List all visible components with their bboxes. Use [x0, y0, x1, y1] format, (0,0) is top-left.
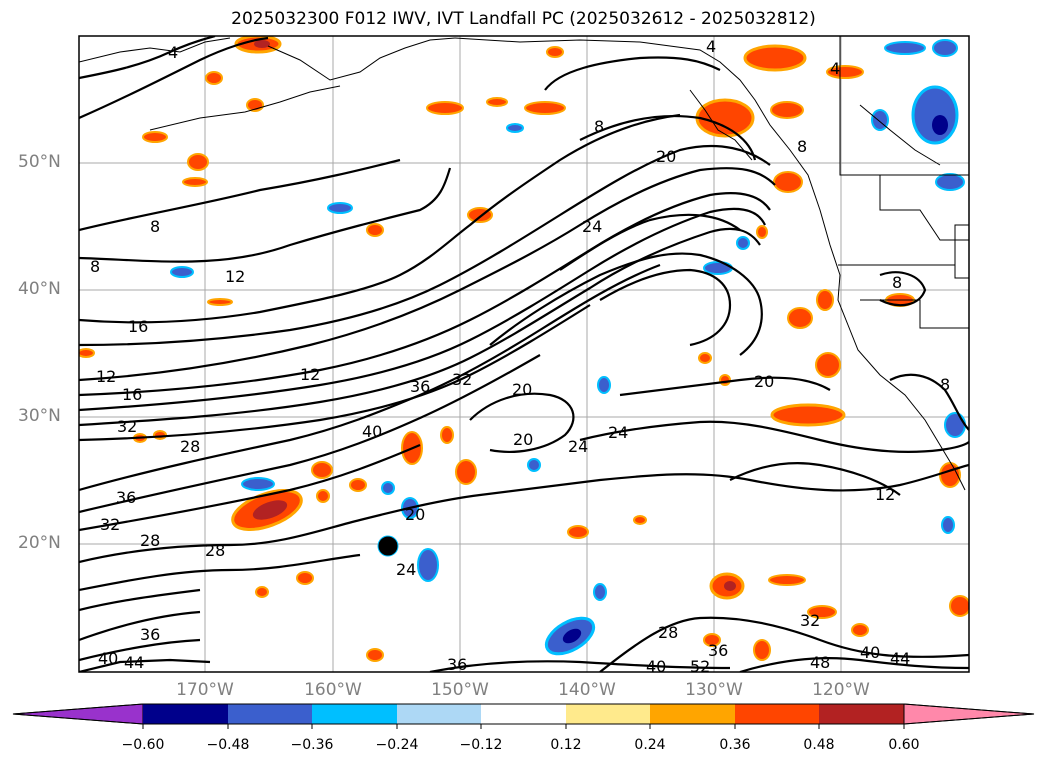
- colorbar-tick-label: 0.12: [550, 737, 582, 753]
- contour-label: 32: [100, 515, 120, 534]
- contour-label: 40: [362, 422, 382, 441]
- lon-label-160w: 160°W: [304, 680, 362, 700]
- landfall-pc-shading: [79, 36, 969, 662]
- iwv-contours: [79, 36, 969, 672]
- coastlines: [79, 36, 969, 491]
- contour-label: 20: [754, 372, 774, 391]
- colorbar-bin: [481, 704, 566, 724]
- contour-label: 28: [180, 437, 200, 456]
- map-plot-area: 4 4 4 8 8 8 8 8 8 12 12 12 12 16 16 20 2…: [79, 36, 969, 676]
- contour-label: 52: [690, 657, 710, 676]
- contour-label: 32: [117, 417, 137, 436]
- colorbar-tick-label: −0.60: [121, 737, 165, 753]
- contour-label: 4: [168, 43, 178, 62]
- contour-label: 24: [582, 217, 602, 236]
- contour-label: 12: [875, 485, 895, 504]
- lon-label-170w: 170°W: [176, 680, 234, 700]
- contour-label: 36: [410, 377, 430, 396]
- contour-label: 16: [122, 385, 142, 404]
- lon-label-120w: 120°W: [812, 680, 870, 700]
- contour-label: 28: [205, 541, 225, 560]
- contour-label: 20: [513, 430, 533, 449]
- contour-label: 12: [300, 365, 320, 384]
- contour-label: 8: [797, 137, 807, 156]
- contour-label: 8: [150, 217, 160, 236]
- contour-label: 36: [116, 488, 136, 507]
- contour-label: 4: [830, 59, 840, 78]
- contour-label: 24: [396, 560, 416, 579]
- lon-label-140w: 140°W: [558, 680, 616, 700]
- lat-label-30n: 30°N: [18, 406, 61, 426]
- lat-label-50n: 50°N: [18, 152, 61, 172]
- colorbar-tick-label: −0.48: [206, 737, 250, 753]
- contour-label: 40: [646, 657, 666, 676]
- map-title: 2025032300 F012 IWV, IVT Landfall PC (20…: [231, 9, 816, 29]
- contour-labels: 4 4 4 8 8 8 8 8 8 12 12 12 12 16 16 20 2…: [90, 37, 950, 676]
- contour-label: 36: [140, 625, 160, 644]
- colorbar-bin: [566, 704, 650, 724]
- contour-label: 32: [452, 370, 472, 389]
- contour-label: 20: [656, 147, 676, 166]
- colorbar: [12, 703, 1035, 729]
- contour-label: 28: [140, 531, 160, 550]
- lon-label-130w: 130°W: [685, 680, 743, 700]
- colorbar-bin: [312, 704, 397, 724]
- colorbar-bin: [650, 704, 735, 724]
- contour-label: 12: [96, 367, 116, 386]
- colorbar-extend-high: [903, 703, 1035, 725]
- colorbar-bin: [228, 704, 312, 724]
- contour-label: 16: [128, 317, 148, 336]
- contour-label: 36: [447, 655, 467, 674]
- contour-label: 40: [98, 649, 118, 668]
- contour-label: 44: [890, 649, 910, 668]
- colorbar-bin: [735, 704, 819, 724]
- lat-label-40n: 40°N: [18, 279, 61, 299]
- contour-label: 24: [608, 423, 628, 442]
- contour-label: 32: [800, 611, 820, 630]
- colorbar-extend-low: [12, 703, 144, 725]
- contour-label: 36: [708, 641, 728, 660]
- colorbar-bin: [397, 704, 481, 724]
- colorbar-tick-label: 0.60: [888, 737, 920, 753]
- contour-label: 40: [860, 643, 880, 662]
- contour-label: 24: [568, 437, 588, 456]
- lon-label-150w: 150°W: [431, 680, 489, 700]
- contour-label: 44: [124, 653, 144, 672]
- lat-label-20n: 20°N: [18, 533, 61, 553]
- colorbar-bin: [819, 704, 904, 724]
- colorbar-tick-label: −0.36: [290, 737, 334, 753]
- contour-label: 12: [225, 267, 245, 286]
- colorbar-tick-label: −0.12: [459, 737, 503, 753]
- colorbar-tick-label: 0.48: [803, 737, 835, 753]
- colorbar-tick-label: 0.24: [634, 737, 666, 753]
- colorbar-tick-label: 0.36: [719, 737, 751, 753]
- contour-label: 28: [658, 623, 678, 642]
- contour-label: 4: [706, 37, 716, 56]
- graticule: [79, 36, 969, 672]
- contour-label: 8: [940, 375, 950, 394]
- contour-label: 20: [512, 380, 532, 399]
- contour-label: 8: [892, 273, 902, 292]
- map-frame: [78, 35, 970, 673]
- contour-label: 48: [810, 653, 830, 672]
- colorbar-bin: [143, 704, 228, 724]
- contour-label: 20: [405, 505, 425, 524]
- contour-label: 8: [594, 117, 604, 136]
- contour-label: 8: [90, 257, 100, 276]
- colorbar-tick-label: −0.24: [375, 737, 419, 753]
